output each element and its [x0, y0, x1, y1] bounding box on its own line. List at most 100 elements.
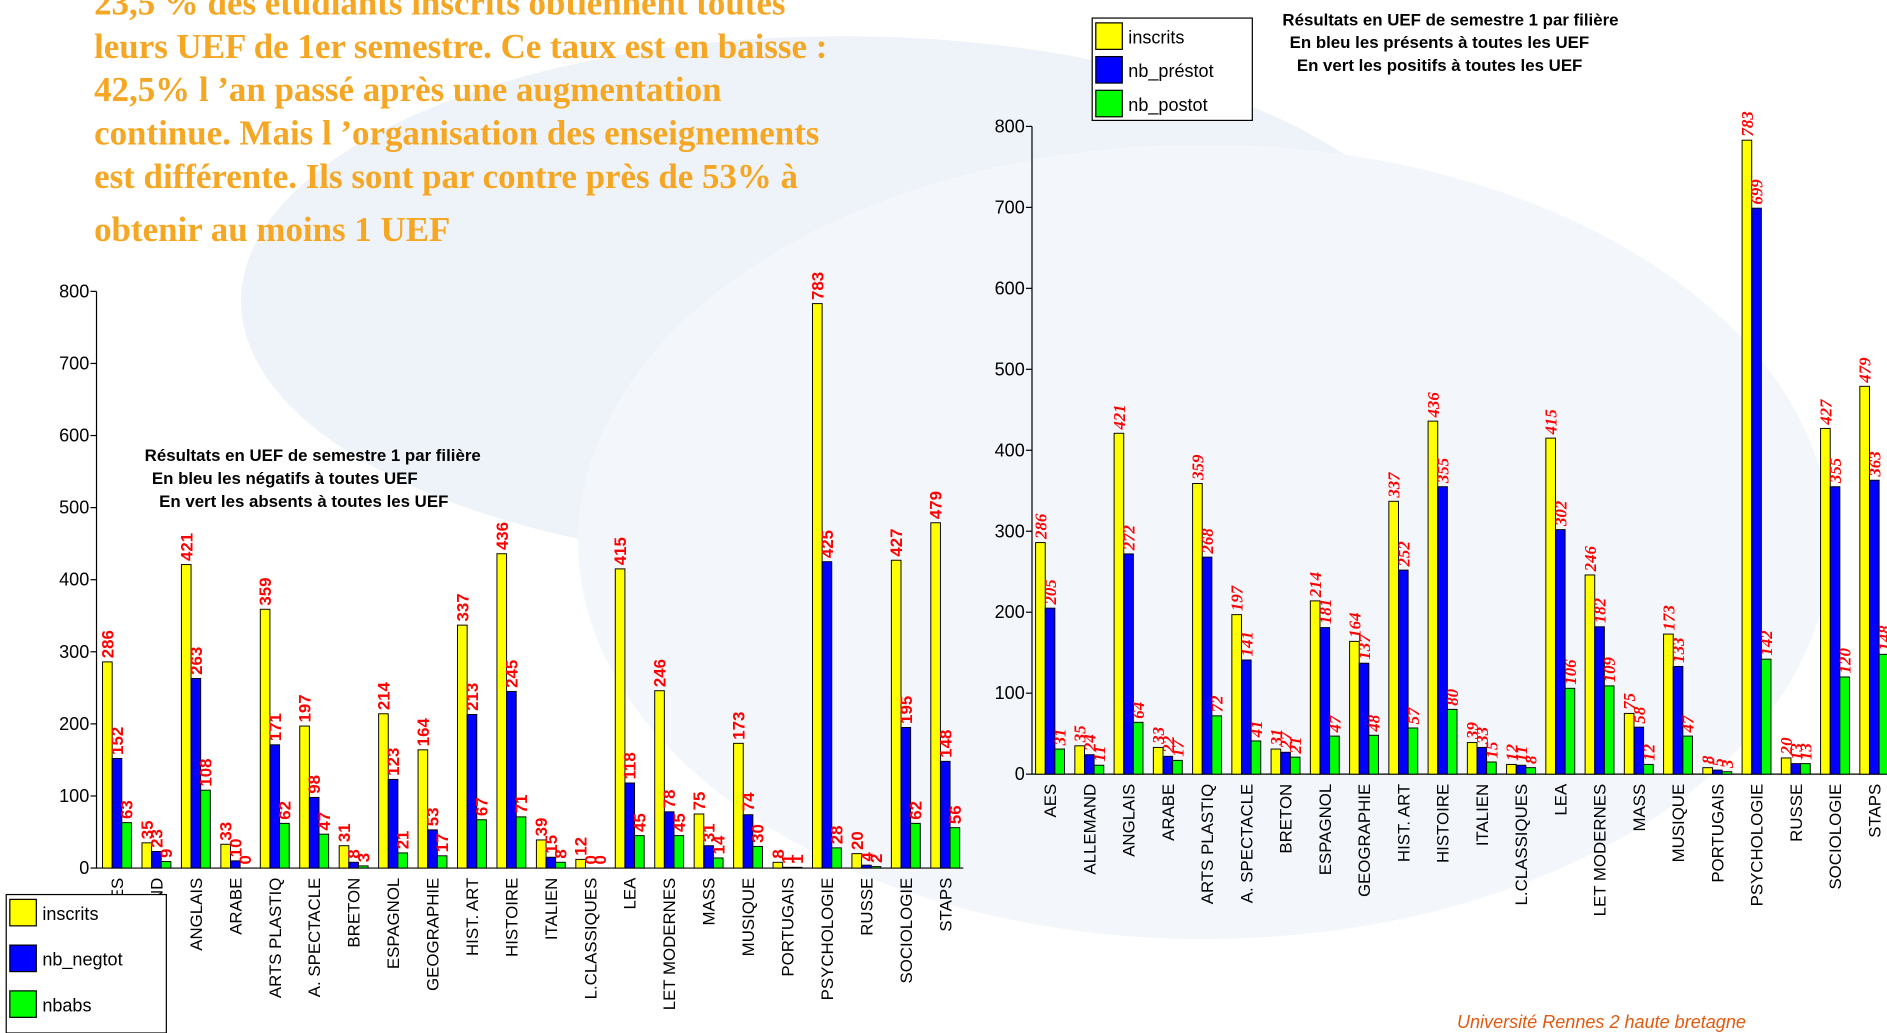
data-label: 252	[1394, 541, 1413, 568]
data-label: 415	[1542, 409, 1561, 435]
data-label: 2	[867, 854, 886, 863]
x-tick-label: L.CLASSIQUES	[581, 878, 600, 1000]
data-label: 24	[1080, 734, 1099, 752]
data-label: 23	[147, 829, 166, 848]
bar	[1093, 764, 1105, 775]
data-label: 22	[1159, 735, 1178, 753]
bar	[308, 796, 320, 869]
data-label: 123	[384, 748, 403, 776]
data-label: 12	[1639, 743, 1658, 760]
data-label: 64	[1129, 702, 1148, 719]
data-label: 272	[1120, 524, 1139, 551]
bar	[496, 553, 508, 869]
y-tick-label: 600	[995, 278, 1025, 298]
bar	[1594, 626, 1605, 775]
data-label: 359	[256, 578, 275, 606]
x-tick-label: A. SPECTACLE	[305, 878, 324, 998]
data-label: 71	[512, 795, 531, 814]
data-label: 302	[1551, 500, 1570, 527]
x-tick-label: ARABE	[226, 878, 245, 935]
x-tick-label: MASS	[1630, 784, 1649, 832]
bar	[1506, 763, 1517, 775]
data-label: 75	[690, 792, 709, 811]
summary-text: est différente. Ils sont par contre près…	[94, 157, 798, 196]
bar	[1319, 627, 1331, 775]
legend-swatch	[1095, 55, 1123, 84]
data-label: 13	[1796, 743, 1815, 760]
x-tick-label: SOCIOLOGIE	[1826, 784, 1845, 890]
bar	[1643, 763, 1654, 775]
x-tick-label: MASS	[700, 878, 719, 926]
bar	[515, 816, 527, 869]
bar	[1741, 139, 1753, 775]
data-label: 8	[345, 849, 364, 858]
bar	[1554, 529, 1566, 775]
data-label: 182	[1591, 597, 1610, 623]
bar	[890, 559, 902, 869]
summary-text: 42,5% l ’an passé après une augmentation	[94, 70, 721, 109]
data-label: 245	[502, 660, 521, 688]
data-label: 62	[906, 801, 925, 820]
bar	[1564, 687, 1576, 775]
bar	[1309, 600, 1321, 775]
x-tick-label: HISTOIRE	[502, 878, 521, 957]
bar	[397, 852, 409, 869]
x-tick-label: RUSSE	[1787, 784, 1806, 842]
x-tick-label: PSYCHOLOGIE	[1748, 784, 1767, 907]
data-label: 197	[296, 694, 315, 722]
y-tick-label: 200	[995, 602, 1025, 622]
data-label: 195	[897, 696, 916, 724]
bar	[1035, 542, 1046, 775]
data-label: 141	[1237, 631, 1256, 656]
data-label: 5	[1708, 758, 1727, 766]
bar	[910, 822, 921, 869]
data-label: 359	[1188, 454, 1207, 481]
data-label: 213	[463, 683, 482, 711]
data-label: 148	[936, 730, 955, 758]
x-tick-label: ESPAGNOL	[384, 878, 403, 969]
data-label: 152	[108, 727, 127, 755]
bar	[1486, 761, 1497, 775]
legend-label: inscrits	[1128, 27, 1184, 47]
data-label: 106	[1561, 659, 1580, 685]
x-tick-label: HIST. ART	[1394, 784, 1413, 862]
data-label: 268	[1198, 528, 1217, 555]
bar	[791, 866, 803, 869]
bar	[1476, 746, 1488, 775]
data-label: 20	[848, 831, 867, 850]
bar	[111, 758, 123, 869]
bar	[1790, 763, 1802, 775]
x-tick-label: HISTOIRE	[1434, 784, 1453, 863]
data-label: 75	[1620, 693, 1639, 710]
data-label: 47	[1679, 715, 1698, 733]
data-label: 263	[187, 647, 206, 675]
data-label: 35	[138, 820, 157, 839]
bar	[812, 303, 823, 869]
x-tick-label: LEA	[621, 877, 640, 910]
y-tick-label: 700	[995, 197, 1025, 217]
bar	[673, 835, 685, 869]
bar	[348, 861, 359, 869]
bar	[1280, 751, 1291, 775]
data-label: 78	[660, 789, 679, 808]
data-label: 355	[1434, 458, 1453, 484]
bar	[436, 855, 448, 869]
x-tick-label: ESPAGNOL	[1316, 784, 1335, 875]
bar	[545, 856, 557, 869]
bar	[930, 522, 941, 869]
legend-swatch	[9, 898, 37, 927]
y-tick-label: 500	[995, 359, 1025, 379]
data-label: 427	[1816, 399, 1835, 426]
data-label: 109	[1600, 656, 1619, 682]
bar	[712, 857, 724, 869]
bar	[752, 845, 763, 869]
x-tick-label: MUSIQUE	[1669, 784, 1688, 863]
legend-label: nb_préstot	[1128, 61, 1213, 82]
bar	[121, 822, 132, 869]
bar	[1289, 756, 1301, 775]
bar	[1270, 748, 1282, 775]
data-label: 31	[1267, 729, 1286, 747]
bar	[1545, 437, 1556, 775]
bar	[1672, 665, 1684, 775]
